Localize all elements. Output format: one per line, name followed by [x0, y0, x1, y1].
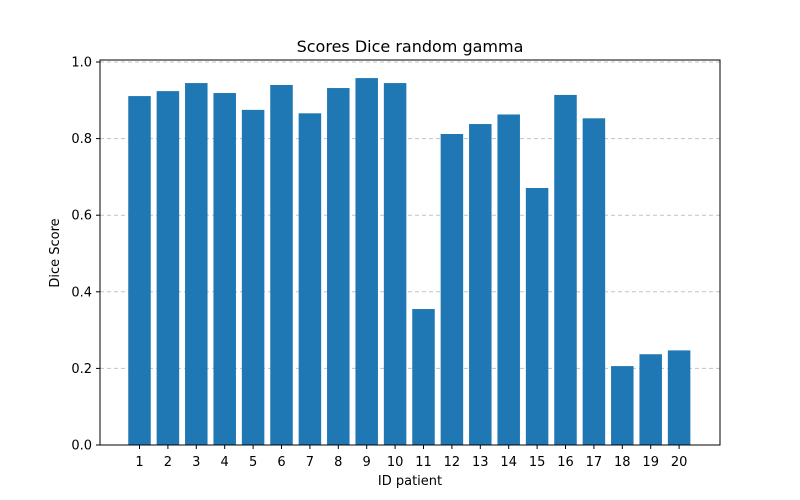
- x-tick-label: 7: [306, 455, 314, 470]
- bar-patient-12: [440, 134, 464, 445]
- chart-title: Scores Dice random gamma: [297, 37, 524, 56]
- gridlines: [100, 61, 720, 369]
- bar-patient-15: [525, 188, 549, 445]
- y-tick-label: 0.6: [71, 209, 92, 224]
- x-tick-label: 13: [472, 455, 489, 470]
- bars: [128, 78, 691, 446]
- x-tick-label: 19: [642, 455, 659, 470]
- x-tick-label: 9: [363, 455, 371, 470]
- bar-patient-7: [298, 113, 322, 446]
- x-axis-ticks: 1 2 3 4 5 6 7 8 9 10 11 12 13 14 15 16 17 18 19 20: [135, 445, 687, 470]
- bar-patient-20: [667, 350, 691, 445]
- x-tick-label: 17: [586, 455, 603, 470]
- bar-patient-11: [412, 309, 435, 445]
- x-axis-label: ID patient: [378, 474, 442, 489]
- bar-patient-10: [383, 83, 407, 445]
- x-tick-label: 18: [614, 455, 631, 470]
- bar-patient-5: [241, 109, 265, 445]
- x-tick-label: 1: [135, 455, 143, 470]
- bar-patient-9: [355, 78, 378, 445]
- x-tick-label: 3: [192, 455, 200, 470]
- y-tick-label: 0.8: [71, 132, 92, 147]
- bar-patient-2: [156, 91, 180, 445]
- bar-patient-17: [582, 118, 606, 446]
- bar-patient-6: [270, 84, 293, 445]
- y-tick-label: 0.2: [71, 362, 92, 377]
- bar-patient-16: [554, 94, 577, 446]
- x-tick-label: 16: [557, 455, 574, 470]
- bar-patient-18: [611, 366, 634, 445]
- bar-patient-4: [213, 93, 236, 445]
- x-tick-label: 2: [164, 455, 172, 470]
- x-tick-label: 12: [444, 455, 461, 470]
- x-tick-label: 6: [277, 455, 285, 470]
- bar-patient-13: [469, 124, 492, 446]
- y-tick-label: 1.0: [71, 56, 92, 71]
- x-tick-label: 8: [334, 455, 342, 470]
- bar-patient-19: [639, 354, 662, 445]
- bar-patient-1: [128, 96, 151, 445]
- x-tick-label: 14: [500, 455, 517, 470]
- y-axis-ticks: 0.0 0.2 0.4 0.6 0.8 1.0: [71, 56, 100, 454]
- y-tick-label: 0.0: [71, 439, 92, 454]
- y-axis-label: Dice Score: [48, 218, 63, 287]
- x-tick-label: 20: [671, 455, 688, 470]
- x-tick-label: 5: [249, 455, 257, 470]
- bar-patient-14: [497, 114, 520, 445]
- x-tick-label: 11: [415, 455, 432, 470]
- y-tick-label: 0.4: [71, 285, 92, 300]
- x-tick-label: 10: [387, 455, 404, 470]
- x-tick-label: 15: [529, 455, 546, 470]
- bar-patient-3: [185, 83, 208, 445]
- bar-patient-8: [327, 88, 350, 445]
- plot-frame: [99, 59, 721, 446]
- x-tick-label: 4: [221, 455, 229, 470]
